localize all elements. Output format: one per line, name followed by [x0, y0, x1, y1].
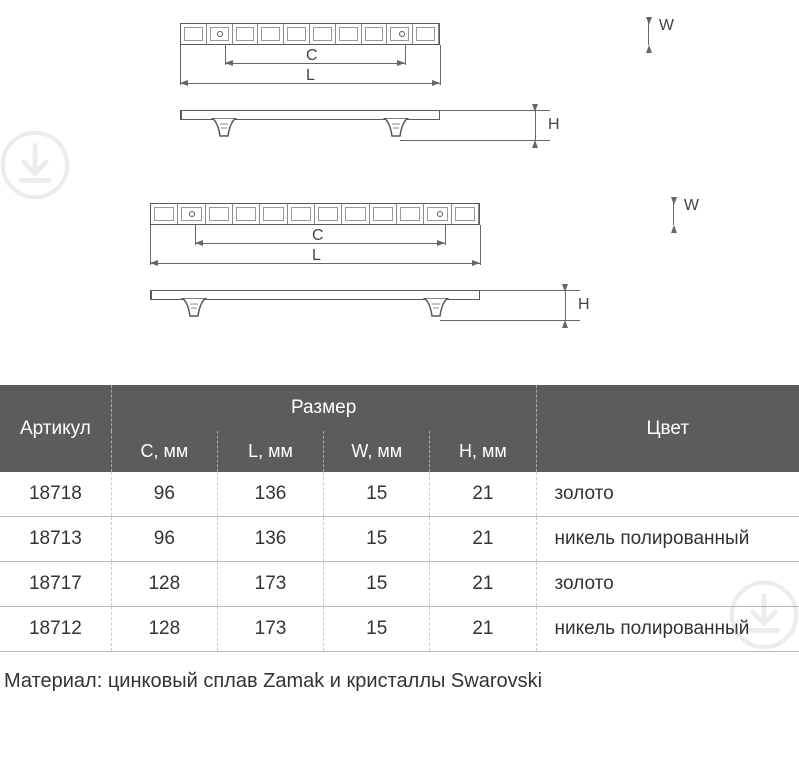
cell-color: золото: [536, 472, 799, 517]
table-row: 18718961361521золото: [0, 472, 799, 517]
th-h: H, мм: [430, 431, 536, 472]
dim-label-h: H: [578, 296, 590, 314]
cell-c: 128: [111, 562, 217, 607]
th-c: C, мм: [111, 431, 217, 472]
dim-label-c: C: [312, 227, 324, 245]
cell-w: 15: [324, 607, 430, 652]
dim-label-w: W: [684, 197, 699, 215]
table-row: 187121281731521никель полированный: [0, 607, 799, 652]
cell-article: 18713: [0, 517, 111, 562]
dim-label-w: W: [659, 17, 674, 35]
dim-label-c: C: [306, 47, 318, 65]
cell-l: 136: [217, 472, 323, 517]
cell-h: 21: [430, 517, 536, 562]
dim-label-l: L: [312, 247, 321, 265]
cell-article: 18717: [0, 562, 111, 607]
cell-color: золото: [536, 562, 799, 607]
cell-l: 136: [217, 517, 323, 562]
cell-w: 15: [324, 517, 430, 562]
specifications-table: Артикул Размер Цвет C, мм L, мм W, мм H,…: [0, 385, 799, 652]
material-note: Материал: цинковый сплав Zamak и кристал…: [0, 652, 799, 693]
cell-h: 21: [430, 472, 536, 517]
cell-article: 18718: [0, 472, 111, 517]
th-size: Размер: [111, 385, 536, 431]
th-l: L, мм: [217, 431, 323, 472]
cell-c: 96: [111, 517, 217, 562]
table-row: 187171281731521золото: [0, 562, 799, 607]
cell-l: 173: [217, 562, 323, 607]
cell-color: никель полированный: [536, 607, 799, 652]
cell-color: никель полированный: [536, 517, 799, 562]
th-color: Цвет: [536, 385, 799, 472]
cell-l: 173: [217, 607, 323, 652]
dim-label-l: L: [306, 67, 315, 85]
cell-h: 21: [430, 607, 536, 652]
cell-article: 18712: [0, 607, 111, 652]
technical-drawings: W C L: [0, 0, 799, 385]
table-row: 18713961361521никель полированный: [0, 517, 799, 562]
cell-c: 96: [111, 472, 217, 517]
drawing-variant-small: W C L: [120, 15, 729, 170]
cell-c: 128: [111, 607, 217, 652]
th-w: W, мм: [324, 431, 430, 472]
drawing-variant-large: W C L: [120, 195, 729, 350]
cell-w: 15: [324, 562, 430, 607]
cell-h: 21: [430, 562, 536, 607]
th-article: Артикул: [0, 385, 111, 472]
dim-label-h: H: [548, 116, 560, 134]
cell-w: 15: [324, 472, 430, 517]
